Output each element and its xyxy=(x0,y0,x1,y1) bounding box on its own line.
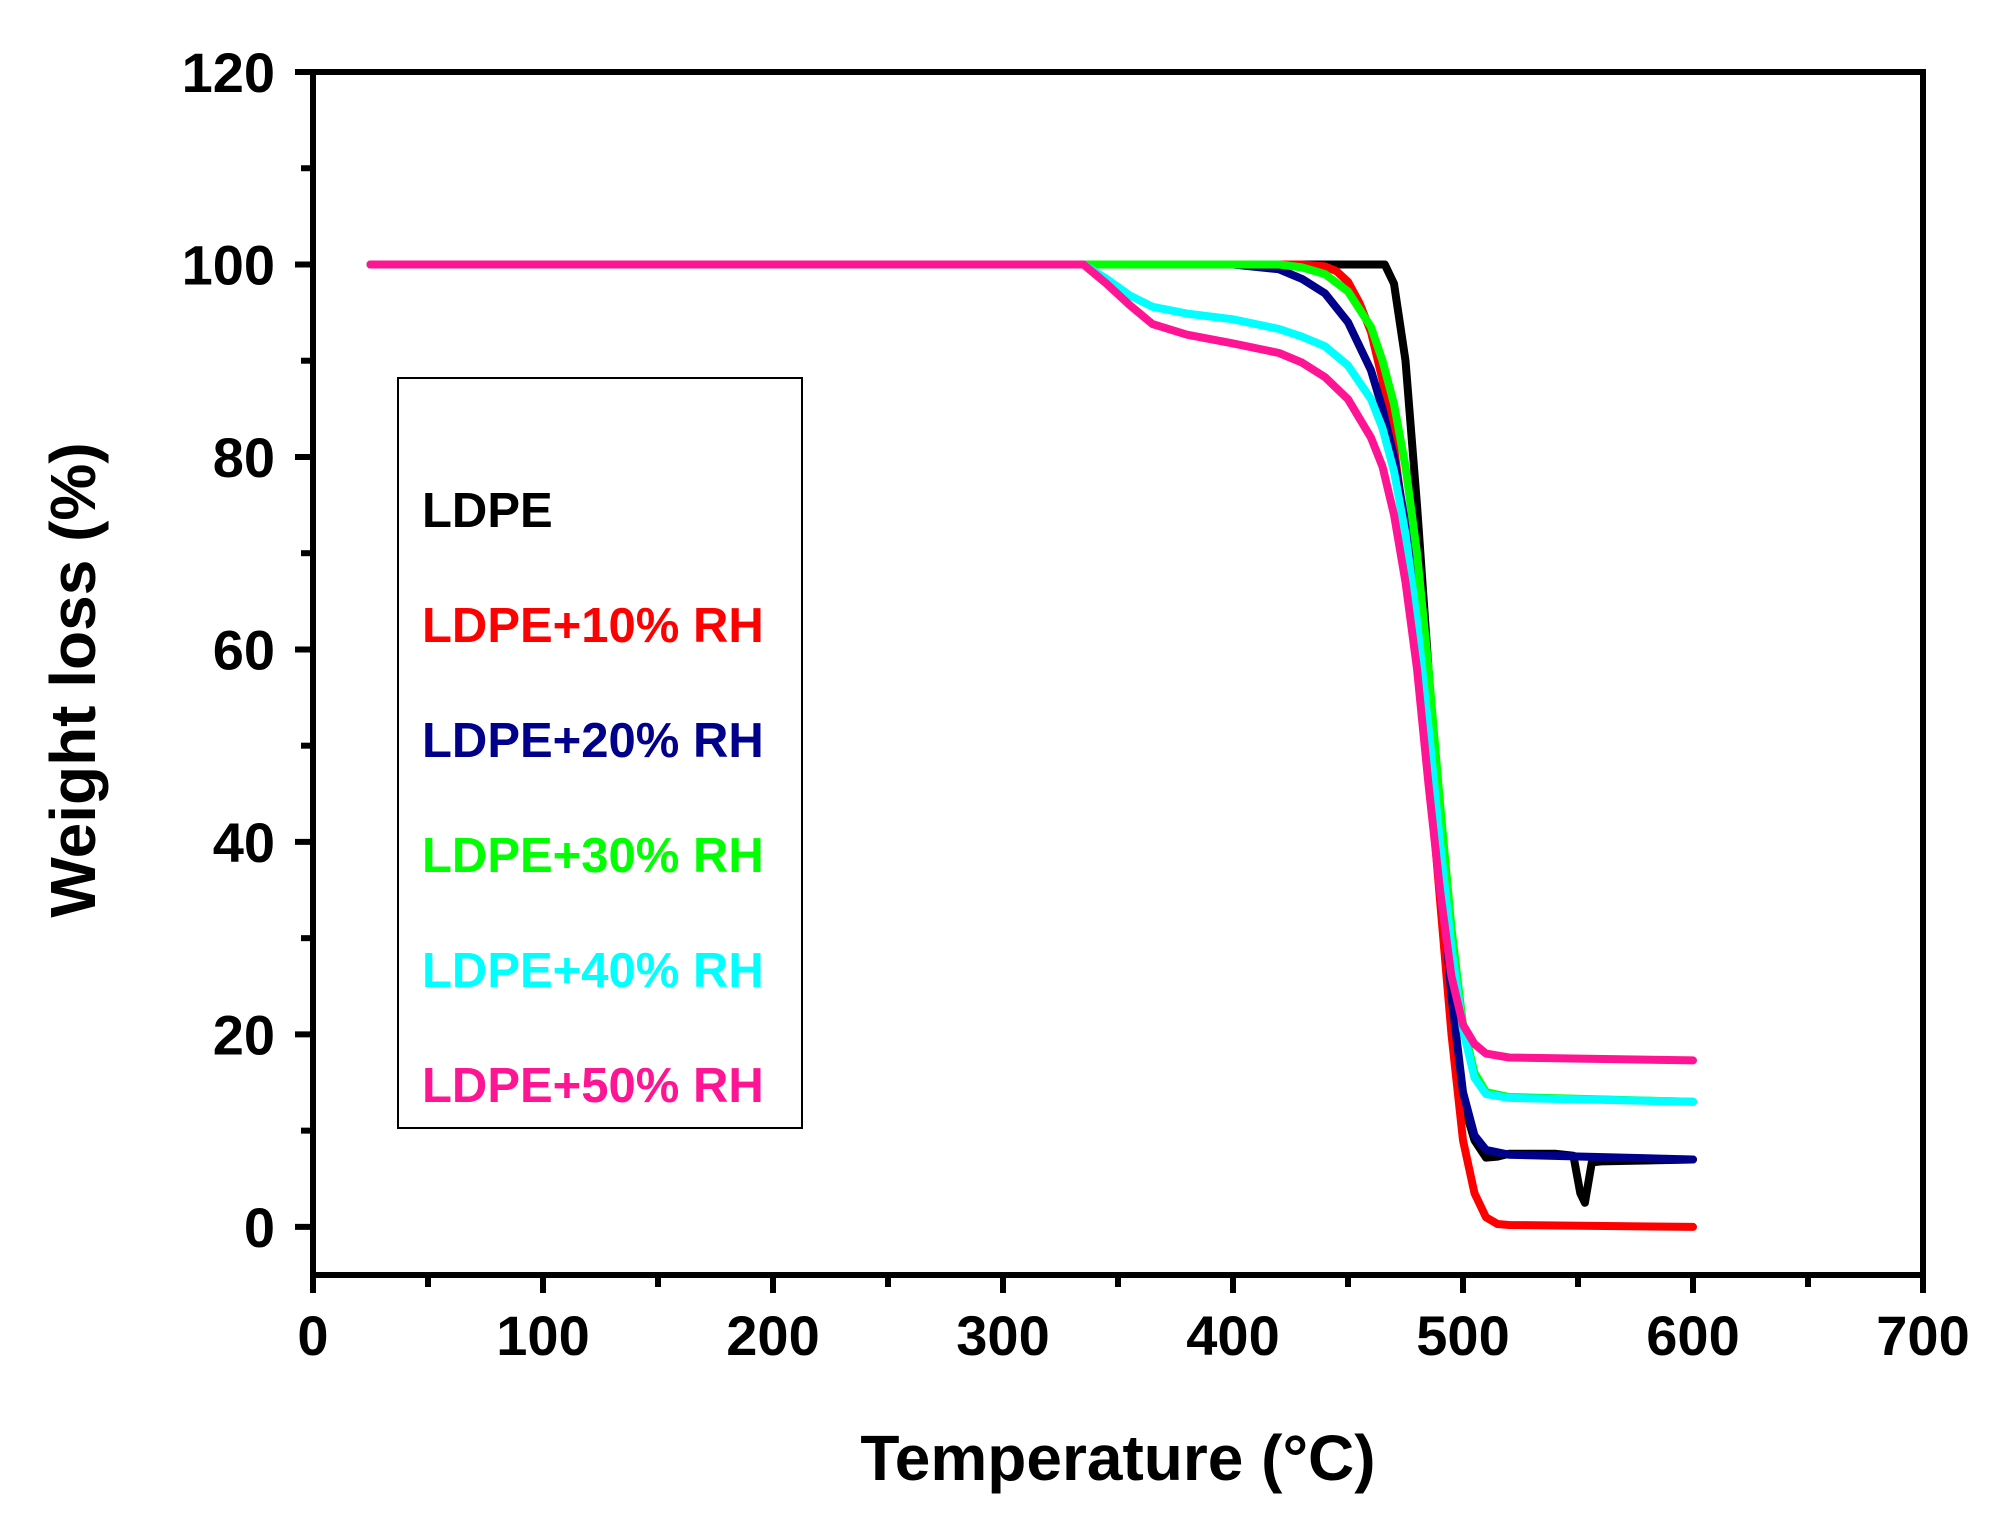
series-lines xyxy=(366,260,1697,1231)
y-tick-label: 20 xyxy=(213,1003,275,1066)
legend-entry: LDPE xyxy=(422,484,553,538)
legend: LDPE LDPE+10% RH LDPE+20% RH LDPE+30% RH LDP… xyxy=(397,377,803,1129)
legend-box xyxy=(397,377,803,1129)
x-tick-label: 400 xyxy=(1186,1304,1279,1367)
axis-tick-labels: 0 100 200 300 400 500 600 700 0 20 40 60 80 100 120 xyxy=(182,41,1970,1367)
y-tick-label: 120 xyxy=(182,41,275,104)
y-axis-title: Weight loss (%) xyxy=(37,442,109,917)
series-line-ldpe-40-rh xyxy=(366,260,1697,1106)
x-tick-label: 500 xyxy=(1416,1304,1509,1367)
legend-entry: LDPE+20% RH xyxy=(422,714,764,768)
series-line-ldpe-50-rh xyxy=(366,260,1697,1065)
x-tick-label: 0 xyxy=(297,1304,328,1367)
y-tick-label: 100 xyxy=(182,233,275,296)
x-tick-label: 600 xyxy=(1646,1304,1739,1367)
x-axis-title: Temperature (°C) xyxy=(860,1422,1375,1494)
axis-ticks xyxy=(295,69,1926,1293)
legend-entry: LDPE+10% RH xyxy=(422,599,764,653)
legend-entry: LDPE+40% RH xyxy=(422,944,764,998)
x-tick-label: 100 xyxy=(496,1304,589,1367)
y-tick-label: 40 xyxy=(213,811,275,874)
x-tick-label: 200 xyxy=(726,1304,819,1367)
y-tick-label: 80 xyxy=(213,426,275,489)
legend-items: LDPE LDPE+10% RH LDPE+20% RH LDPE+30% RH LDP… xyxy=(422,484,764,1113)
legend-entry: LDPE+30% RH xyxy=(422,829,764,883)
x-tick-label: 700 xyxy=(1876,1304,1969,1367)
y-tick-label: 0 xyxy=(244,1196,275,1259)
legend-entry: LDPE+50% RH xyxy=(422,1059,764,1113)
x-tick-label: 300 xyxy=(956,1304,1049,1367)
y-tick-label: 60 xyxy=(213,618,275,681)
